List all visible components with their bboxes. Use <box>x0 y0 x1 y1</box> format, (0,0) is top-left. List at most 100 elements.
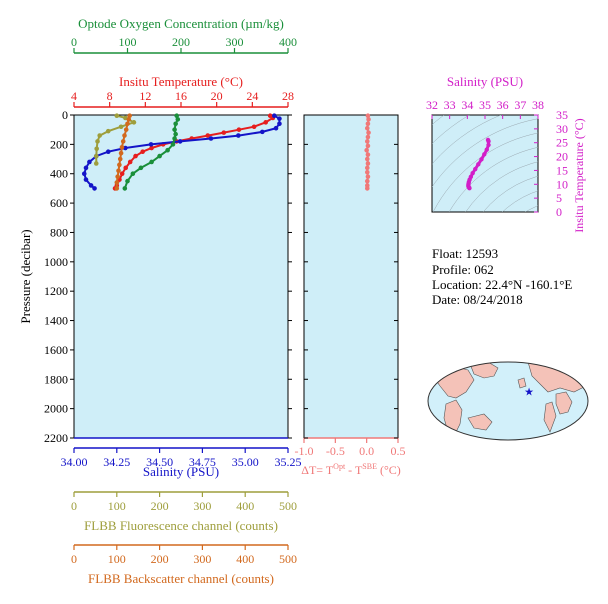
pressure-tick-label: 1400 <box>44 314 68 328</box>
ts-point <box>476 162 481 167</box>
delta-axis-title-part: Opt <box>333 462 346 471</box>
backscatter-point <box>125 121 130 127</box>
oxygen-point <box>125 178 130 184</box>
pressure-tick-label: 800 <box>50 225 68 239</box>
oxygen-point <box>173 121 178 127</box>
ts-xtick-label: 33 <box>444 98 456 112</box>
salinity-point <box>83 177 89 182</box>
oxygen-point <box>149 159 154 165</box>
temperature-tick-label: 4 <box>71 89 77 103</box>
info-float: Float: 12593 <box>432 246 499 261</box>
fluorescence-point <box>105 128 111 134</box>
delta-point <box>364 186 370 191</box>
delta-panel: -1.0 -0.5 0.0 0.5 ΔT= TOpt - TSBE (°C) <box>295 113 406 477</box>
world-map: ★ <box>427 361 589 441</box>
info-date: Date: 08/24/2018 <box>432 292 523 307</box>
delta-point <box>364 169 370 175</box>
oxygen-tick-label: 100 <box>119 35 137 49</box>
salinity-axis-title: Salinity (PSU) <box>143 464 219 479</box>
salinity-point <box>277 116 282 121</box>
map-landmass <box>517 377 527 389</box>
temperature-tick-label: 24 <box>246 89 258 103</box>
map-border <box>427 361 589 441</box>
oxygen-axis-title: Optode Oxygen Concentration (µm/kg) <box>78 16 284 31</box>
fluorescence-point <box>93 153 99 159</box>
pressure-tick-label: 1000 <box>44 255 68 269</box>
salinity-point <box>123 145 128 151</box>
ts-point <box>486 142 491 148</box>
backscatter-tick-label: 100 <box>108 552 126 566</box>
salinity-point <box>92 186 97 191</box>
oxygen-tick-label: 400 <box>279 35 297 49</box>
fluorescence-point <box>118 124 124 130</box>
pressure-tick-label: 0 <box>62 108 68 122</box>
delta-point <box>365 174 371 179</box>
ts-ytick-label: 0 <box>556 205 562 219</box>
delta-axis-title: ΔT= TOpt - TSBE (°C) <box>301 462 401 477</box>
delta-point <box>365 121 371 127</box>
backscatter-point <box>126 117 132 122</box>
delta-point <box>365 152 371 157</box>
backscatter-axis-title: FLBB Backscatter channel (counts) <box>88 571 274 586</box>
salinity-point <box>277 121 282 127</box>
fluorescence-tick-label: 100 <box>108 499 126 513</box>
oxygen-point <box>174 113 180 119</box>
delta-point <box>365 143 371 149</box>
delta-tick-label: -1.0 <box>295 444 314 458</box>
temperature-point <box>205 133 211 138</box>
ts-yaxis-title: Insitu Temperature (°C) <box>572 118 586 232</box>
pressure-tick-label: 1600 <box>44 343 68 357</box>
fluorescence-point <box>114 113 120 119</box>
delta-tick-label: 0.0 <box>359 444 374 458</box>
backscatter-tick-label: 500 <box>279 552 297 566</box>
fluorescence-tick-label: 500 <box>279 499 297 513</box>
salinity-point <box>105 149 111 155</box>
temperature-point <box>127 159 133 165</box>
backscatter-point <box>118 150 124 156</box>
backscatter-tick-label: 200 <box>151 552 169 566</box>
delta-point <box>365 113 371 119</box>
salinity-point <box>88 183 94 188</box>
profile-plot-area <box>73 114 289 439</box>
temperature-point <box>140 149 145 155</box>
delta-point <box>364 139 370 144</box>
temperature-point <box>133 153 138 159</box>
backscatter-point <box>115 174 120 179</box>
fluorescence-tick-label: 200 <box>151 499 169 513</box>
fluorescence-tick-label: 0 <box>71 499 77 513</box>
oxygen-point <box>175 117 181 122</box>
ts-point <box>473 166 478 172</box>
salinity-point <box>273 125 279 131</box>
map-landmass <box>555 391 573 415</box>
delta-point <box>364 156 370 162</box>
pressure-tick-label: 200 <box>50 137 68 151</box>
oxygen-point <box>170 142 176 147</box>
fluorescence-point <box>97 133 102 138</box>
salinity-tick-label: 34.75 <box>189 455 216 469</box>
delta-axis-title-part: ΔT= T <box>301 463 334 477</box>
backscatter-tick-label: 300 <box>193 552 211 566</box>
ts-xtick-label: 36 <box>497 98 509 112</box>
temperature-point <box>251 124 257 130</box>
map-landmass <box>469 362 499 379</box>
info-location: Location: 22.4°N -160.1°E <box>432 277 573 292</box>
temperature-tick-label: 20 <box>211 89 223 103</box>
oxygen-point <box>172 127 177 132</box>
salinity-point <box>236 133 241 138</box>
salinity-tick-label: 35.25 <box>275 455 302 469</box>
salinity-point <box>81 171 87 177</box>
pressure-tick-label: 400 <box>50 167 68 181</box>
delta-point <box>364 147 369 153</box>
temperature-tick-label: 28 <box>282 89 294 103</box>
ts-xtick-label: 32 <box>426 98 438 112</box>
ts-ytick-label: 35 <box>556 108 568 122</box>
oxygen-point <box>130 171 136 177</box>
oxygen-point <box>157 153 162 159</box>
salinity-point <box>177 139 183 144</box>
fluorescence-point <box>131 120 137 125</box>
delta-tick-label: -0.5 <box>326 444 345 458</box>
backscatter-point <box>114 180 120 185</box>
backscatter-point <box>122 133 127 138</box>
ts-ytick-label: 15 <box>556 163 568 177</box>
